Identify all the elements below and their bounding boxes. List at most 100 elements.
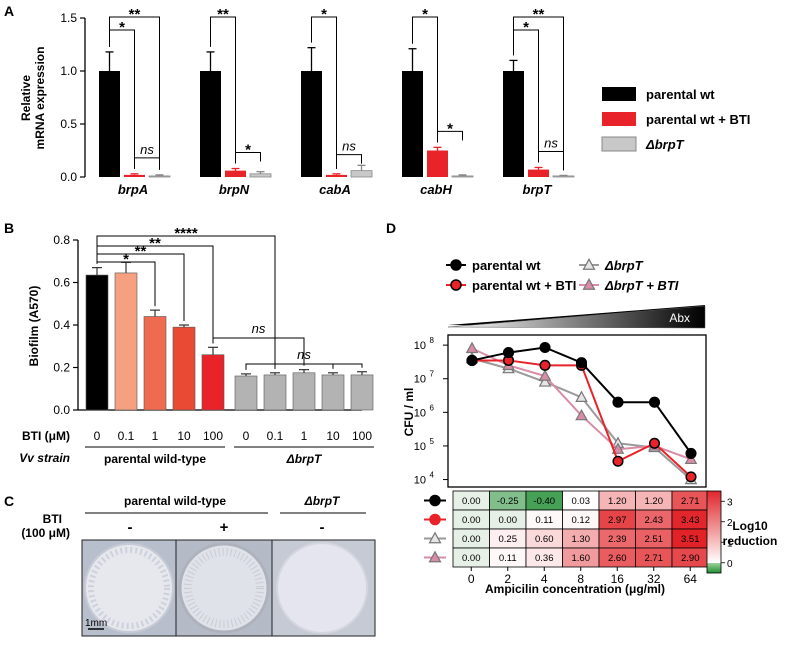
bar [85, 274, 109, 411]
category-label: 10 [326, 429, 340, 443]
significance-bracket [412, 16, 438, 143]
biofilm-plate-1 [84, 543, 174, 633]
heatmap-colorbar: 3 2 1 0 Log10 reduction [706, 490, 778, 574]
heatmap-xlabel: Ampicilin concentration (μg/ml) [485, 582, 665, 596]
data-point [648, 396, 661, 408]
category-label: 10 [177, 429, 191, 443]
cfu-ylabel: CFU / ml [402, 388, 416, 437]
data-point [611, 442, 625, 454]
significance-label: ** [149, 235, 161, 252]
panel-a-categories: brpA brpN cabA cabH brpT [118, 182, 553, 197]
colorbar-label-log: Log10 [732, 519, 768, 533]
panel-a-legend: parental wt parental wt + BTI ΔbrpT [601, 87, 750, 152]
plate-bti-label: BTI [43, 512, 62, 526]
y-tick-label: 1.5 [60, 11, 77, 25]
significance-label: ns [342, 139, 356, 154]
category-label: 0 [94, 429, 101, 443]
bar [350, 170, 373, 178]
legend-label: ΔbrpT + BTI [604, 278, 679, 293]
heatmap-cell-value: 1.30 [572, 534, 591, 545]
category-label: 0 [243, 429, 250, 443]
row-key-marker [429, 494, 441, 507]
significance-label: ** [135, 243, 147, 260]
heatmap-cell-value: 0.11 [499, 553, 517, 564]
x-tick-label: 2 [504, 572, 511, 586]
panel-b-ylabel-text: Biofilm (A570) [27, 286, 41, 367]
significance-bracket [513, 16, 564, 171]
legend-label: parental wt + BTI [646, 112, 750, 127]
colorbar-tick-label: 3 [727, 497, 733, 508]
panel-d: D parental wt ΔbrpT parental wt + BTI ΔbrpT… [386, 220, 777, 596]
y-tick-label: 0.0 [60, 170, 77, 184]
legend-marker [582, 278, 596, 290]
significance-bracket [134, 157, 160, 169]
y-tick-exponent: 8 [430, 336, 435, 345]
bar [114, 272, 138, 411]
bar [292, 372, 316, 411]
colorbar [706, 490, 722, 574]
legend-marker [450, 259, 462, 271]
colorbar-label-1: Log10 [732, 519, 768, 533]
bar [451, 175, 474, 178]
bar [427, 150, 448, 177]
y-tick-exponent: 7 [430, 370, 435, 379]
category-label: brpA [118, 182, 148, 197]
heatmap-cell-value: 1.20 [645, 496, 664, 507]
category-label: 100 [203, 429, 223, 443]
category-label: 0.1 [267, 429, 284, 443]
cfu-lines [465, 341, 698, 485]
panel-b-bars [85, 261, 374, 411]
bar [200, 71, 221, 177]
category-label: cabA [319, 182, 351, 197]
heatmap-cell-value: 2.90 [681, 553, 700, 564]
ylabel-main: Biofilm (A570) [27, 286, 41, 367]
significance-label: ** [129, 6, 141, 23]
bar [350, 374, 374, 411]
heatmap-cell-value: 2.71 [681, 496, 700, 507]
significance-label: ** [533, 6, 545, 23]
bar [301, 71, 322, 177]
category-label: 100 [352, 429, 372, 443]
significance-bracket [210, 16, 236, 164]
y-tick-label: 0.8 [53, 233, 70, 247]
y-tick-label: 0.0 [53, 403, 70, 417]
heatmap-cell-value: 0.00 [462, 534, 481, 545]
plate-group-mutant: ΔbrpT [304, 494, 341, 508]
scale-bar-label: 1mm [85, 618, 107, 629]
panel-b-ylabel: Biofilm (A570) [27, 286, 41, 367]
panel-b-letter: B [4, 220, 14, 236]
heatmap-cell-value: 0.11 [535, 515, 553, 526]
data-point [612, 455, 624, 467]
significance-label: * [119, 19, 125, 36]
category-label: brpN [219, 182, 250, 197]
data-point [539, 359, 551, 371]
heatmap-cell-value: -0.25 [497, 496, 519, 507]
significance-label: **** [174, 225, 198, 242]
significance-label: ns [140, 142, 154, 157]
heatmap-cell-value: 0.36 [535, 553, 554, 564]
bar [249, 173, 272, 178]
heatmap-cell-value: 0.00 [462, 496, 481, 507]
heatmap-cell-value: 2.39 [608, 534, 627, 545]
plate-group-parental: parental wild-type [124, 494, 226, 508]
plate-condition-2: + [220, 519, 229, 536]
data-point [575, 390, 588, 403]
y-tick-label: 10 [414, 475, 426, 487]
significance-label: * [447, 120, 453, 137]
ylabel-line-1: Relative [19, 75, 33, 121]
colorbar-tick-label: 0 [727, 559, 733, 570]
significance-bracket [212, 337, 305, 366]
heatmap-cell-value: 2.60 [608, 553, 627, 564]
ylabel-line-2: mRNA expression [33, 47, 47, 150]
heatmap-cell-value: -0.40 [533, 496, 555, 507]
category-label: 1 [301, 429, 308, 443]
bar [503, 71, 524, 177]
data-point [538, 375, 552, 387]
plate-bti-conc: (100 μM) [21, 526, 70, 540]
plate-condition-1: - [128, 519, 133, 536]
heatmap-cell-value: 2.51 [645, 534, 664, 545]
colorbar-label-2: reduction [723, 534, 778, 548]
category-label: cabH [420, 182, 452, 197]
reduction-heatmap: 0.00 -0.25 -0.40 0.03 1.20 1.20 2.71 0.00 0.00 0.… [424, 490, 709, 568]
y-tick-exponent: 5 [430, 437, 435, 446]
